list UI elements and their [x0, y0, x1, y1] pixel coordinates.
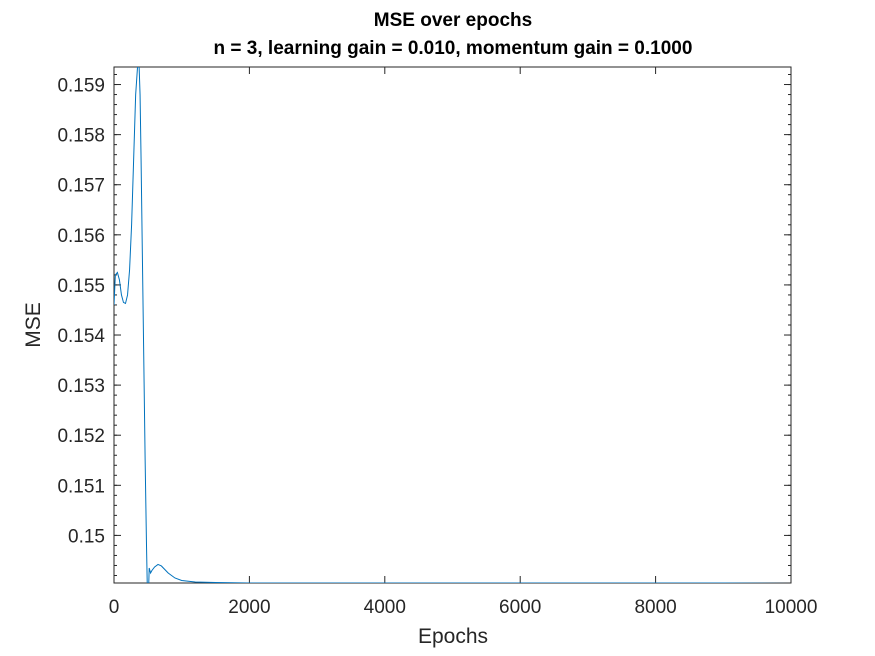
- x-tick-label: 2000: [228, 597, 270, 618]
- y-tick-label: 0.155: [57, 276, 105, 297]
- x-axis-label: Epochs: [418, 625, 488, 648]
- chart-subtitle: n = 3, learning gain = 0.010, momentum g…: [214, 38, 693, 59]
- y-tick-label: 0.156: [57, 226, 105, 247]
- x-tick-label: 10000: [765, 597, 818, 618]
- y-tick-label: 0.153: [57, 376, 105, 397]
- x-tick-label: 8000: [634, 597, 676, 618]
- x-tick-label: 4000: [364, 597, 406, 618]
- y-tick-label: 0.15: [68, 526, 105, 547]
- y-tick-label: 0.159: [57, 76, 105, 97]
- x-axis-ticks: 0 2000 4000 6000 8000 10000: [109, 67, 818, 618]
- plot-area: [113, 66, 792, 584]
- y-axis-label: MSE: [22, 302, 45, 348]
- y-axis-ticks: 0.15 0.151 0.152 0.153 0.154 0.155 0.156 0.157 0…: [57, 76, 791, 547]
- y-tick-label: 0.151: [57, 476, 105, 497]
- x-tick-label: 0: [109, 597, 120, 618]
- x-tick-label: 6000: [499, 597, 541, 618]
- series-layer: [114, 67, 791, 583]
- chart-title: MSE over epochs: [374, 10, 532, 31]
- y-tick-label: 0.157: [57, 176, 105, 197]
- mse-series-line: [114, 67, 791, 583]
- y-tick-label: 0.154: [57, 326, 105, 347]
- y-tick-label: 0.158: [57, 126, 105, 147]
- y-tick-label: 0.152: [57, 426, 105, 447]
